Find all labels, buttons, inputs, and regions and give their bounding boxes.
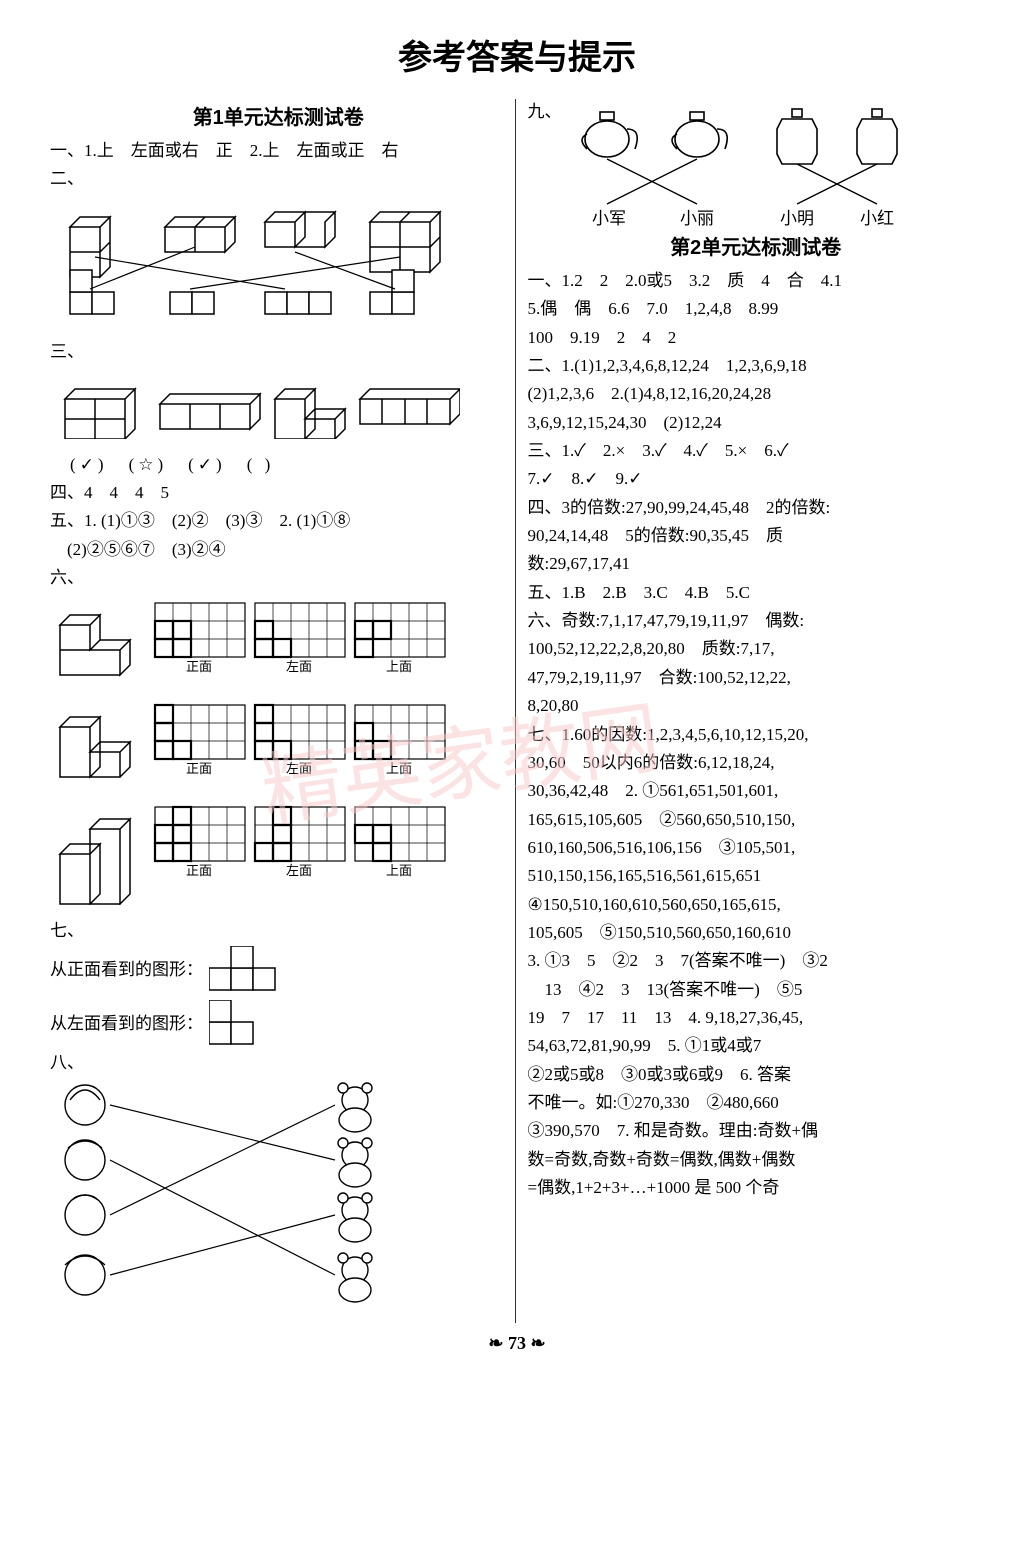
u2-q4c: 数:29,67,17,41	[528, 551, 985, 577]
unit1-title: 第1单元达标测试卷	[50, 103, 507, 134]
u2-q4a: 四、3的倍数:27,90,99,24,45,48 2的倍数:	[528, 495, 985, 521]
svg-text:上面: 上面	[386, 761, 412, 776]
leaf-left-icon: ❧	[488, 1333, 508, 1353]
left-column: 第1单元达标测试卷 一、1.上 左面或右 正 2.上 左面或正 右 二、	[50, 99, 516, 1323]
u2-q7p: 数=奇数,奇数+奇数=偶数,偶数+偶数	[528, 1147, 985, 1173]
page-title: 参考答案与提示	[50, 30, 984, 79]
u2-q7a: 七、1.60的因数:1,2,3,4,5,6,10,12,15,20,	[528, 722, 985, 748]
q3-label: 三、	[50, 339, 507, 365]
u2-q7d: 165,615,105,605 ②560,650,510,150,	[528, 807, 985, 833]
q7a-text: 从正面看到的图形：	[50, 957, 203, 983]
q9-label: 九、	[528, 99, 562, 125]
u2-q7m: ②2或5或8 ③0或3或6或9 6. 答案	[528, 1062, 985, 1088]
u2-q7b: 30,60 50以内6的倍数:6,12,18,24,	[528, 750, 985, 776]
q7b-text: 从左面看到的图形：	[50, 1011, 203, 1037]
q2-label: 二、	[50, 166, 507, 192]
u2-q2b: (2)1,2,3,6 2.(1)4,8,12,16,20,24,28	[528, 381, 985, 407]
u2-q6c: 47,79,2,19,11,97 合数:100,52,12,22,	[528, 665, 985, 691]
u2-q7n: 不唯一。如:①270,330 ②480,660	[528, 1090, 985, 1116]
q6-label: 六、	[50, 565, 507, 591]
u2-q2a: 二、1.(1)1,2,3,4,6,8,12,24 1,2,3,6,9,18	[528, 353, 985, 379]
q7-label: 七、	[50, 918, 507, 944]
svg-text:正面: 正面	[186, 863, 212, 878]
q3-marks: (✓) (☆) (✓) ( )	[50, 452, 507, 478]
u2-q7g: ④150,510,160,610,560,650,165,615,	[528, 892, 985, 918]
u2-q7i: 3. ①3 5 ②2 3 7(答案不唯一) ③2	[528, 948, 985, 974]
q9-name-3: 小红	[860, 209, 894, 228]
u2-q6b: 100,52,12,22,2,8,20,80 质数:7,17,	[528, 636, 985, 662]
u2-q7o: ③390,570 7. 和是奇数。理由:奇数+偶	[528, 1118, 985, 1144]
svg-text:上面: 上面	[386, 659, 412, 674]
u2-q3b: 7.✓ 8.✓ 9.✓	[528, 466, 985, 492]
q5a-text: 五、1. (1)①③ (2)② (3)③ 2. (1)①⑧	[50, 508, 507, 534]
q6-diagram: 正面左面上面正面左面上面正面左面上面	[50, 595, 507, 913]
unit2-title: 第2单元达标测试卷	[528, 233, 985, 264]
svg-text:左面: 左面	[286, 863, 312, 878]
u2-q6d: 8,20,80	[528, 693, 985, 719]
q9-name-2: 小明	[780, 209, 814, 228]
svg-text:左面: 左面	[286, 761, 312, 776]
u2-q7k: 19 7 17 11 13 4. 9,18,27,36,45,	[528, 1005, 985, 1031]
u2-q6a: 六、奇数:7,1,17,47,79,19,11,97 偶数:	[528, 608, 985, 634]
u2-q2c: 3,6,9,12,15,24,30 (2)12,24	[528, 410, 985, 436]
page-number: ❧ 73 ❧	[50, 1333, 984, 1354]
q7a-shape	[209, 946, 299, 994]
q5b-text: (2)②⑤⑥⑦ (3)②④	[50, 537, 507, 563]
u2-q5: 五、1.B 2.B 3.C 4.B 5.C	[528, 580, 985, 606]
q1-text: 一、1.上 左面或右 正 2.上 左面或正 右	[50, 138, 507, 164]
q3-diagram	[50, 369, 507, 447]
q9-name-0: 小军	[592, 209, 626, 228]
right-column: 九、	[516, 99, 985, 1323]
u2-q7j: 13 ④2 3 13(答案不唯一) ⑤5	[528, 977, 985, 1003]
q9-name-1: 小丽	[680, 209, 714, 228]
u2-q4b: 90,24,14,48 5的倍数:90,35,45 质	[528, 523, 985, 549]
u2-q7h: 105,605 ⑤150,510,560,650,160,610	[528, 920, 985, 946]
u2-q7e: 610,160,506,516,106,156 ③105,501,	[528, 835, 985, 861]
leaf-right-icon: ❧	[531, 1333, 546, 1353]
u2-q1c: 100 9.19 2 4 2	[528, 325, 985, 351]
u2-q7l: 54,63,72,81,90,99 5. ①1或4或7	[528, 1033, 985, 1059]
q2-diagram	[50, 197, 507, 335]
u2-q7c: 30,36,42,48 2. ①561,651,501,601,	[528, 778, 985, 804]
svg-text:正面: 正面	[186, 659, 212, 674]
svg-text:正面: 正面	[186, 761, 212, 776]
u2-q3a: 三、1.✓ 2.× 3.✓ 4.✓ 5.× 6.✓	[528, 438, 985, 464]
u2-q7q: =偶数,1+2+3+…+1000 是 500 个奇	[528, 1175, 985, 1201]
u2-q1b: 5.偶 偶 6.6 7.0 1,2,4,8 8.99	[528, 296, 985, 322]
q9-diagram: 小军 小丽 小明 小红	[562, 99, 922, 229]
svg-text:上面: 上面	[386, 863, 412, 878]
svg-text:左面: 左面	[286, 659, 312, 674]
q8-diagram	[50, 1080, 507, 1318]
u2-q7f: 510,150,156,165,516,561,615,651	[528, 863, 985, 889]
q4-text: 四、4 4 4 5	[50, 480, 507, 506]
q7b-shape	[209, 1000, 279, 1048]
q8-label: 八、	[50, 1050, 507, 1076]
u2-q1a: 一、1.2 2 2.0或5 3.2 质 4 合 4.1	[528, 268, 985, 294]
